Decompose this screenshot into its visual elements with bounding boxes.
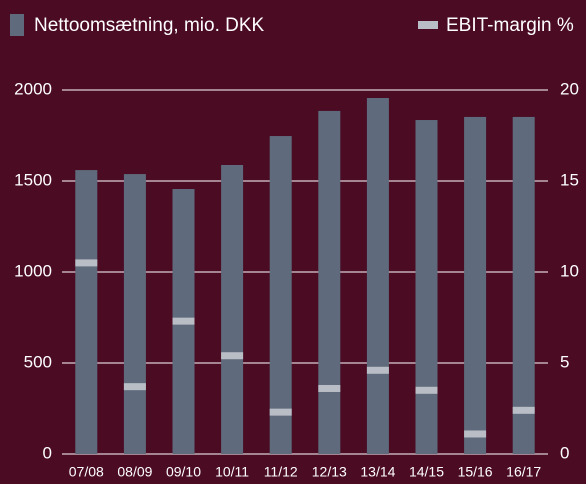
bar bbox=[269, 136, 292, 454]
y-tick-label: 0 bbox=[43, 443, 52, 462]
ebit-marker bbox=[512, 406, 535, 414]
y2-tick-label: 0 bbox=[560, 443, 569, 462]
y-tick-label: 1500 bbox=[14, 170, 52, 189]
x-tick-label: 07/08 bbox=[69, 464, 104, 480]
x-tick-label: 10/11 bbox=[215, 464, 249, 480]
y-tick-label: 1000 bbox=[14, 261, 52, 280]
ebit-marker bbox=[75, 259, 98, 267]
ebit-marker bbox=[269, 408, 292, 416]
ebit-marker bbox=[366, 366, 389, 374]
ebit-marker bbox=[172, 317, 195, 325]
legend-swatch bbox=[418, 21, 438, 29]
x-tick-label: 11/12 bbox=[264, 464, 298, 480]
legend-label: Nettoomsætning, mio. DKK bbox=[34, 15, 265, 36]
bar bbox=[464, 116, 487, 454]
bar bbox=[123, 174, 146, 455]
ebit-marker bbox=[464, 430, 487, 438]
legend-label: EBIT-margin % bbox=[446, 15, 574, 36]
ebit-marker bbox=[221, 352, 244, 360]
legend-swatch bbox=[10, 14, 24, 36]
x-tick-label: 13/14 bbox=[360, 464, 395, 480]
y-tick-label: 2000 bbox=[14, 79, 52, 98]
ebit-marker bbox=[123, 383, 146, 391]
ebit-marker bbox=[415, 386, 438, 394]
x-tick-label: 15/16 bbox=[458, 464, 493, 480]
y-tick-label: 500 bbox=[24, 352, 52, 371]
bar bbox=[415, 120, 438, 454]
y2-tick-label: 5 bbox=[560, 352, 569, 371]
bar bbox=[512, 116, 535, 454]
y2-tick-label: 15 bbox=[560, 170, 579, 189]
bar bbox=[318, 110, 341, 455]
x-tick-label: 08/09 bbox=[117, 464, 152, 480]
bar bbox=[75, 170, 98, 454]
x-tick-label: 16/17 bbox=[506, 464, 541, 480]
bar bbox=[366, 98, 389, 455]
x-tick-label: 09/10 bbox=[166, 464, 201, 480]
ebit-marker bbox=[318, 384, 341, 392]
x-tick-label: 12/13 bbox=[312, 464, 347, 480]
x-tick-label: 14/15 bbox=[409, 464, 444, 480]
bar bbox=[221, 164, 244, 454]
y2-tick-label: 20 bbox=[560, 79, 579, 98]
y2-tick-label: 10 bbox=[560, 261, 579, 280]
